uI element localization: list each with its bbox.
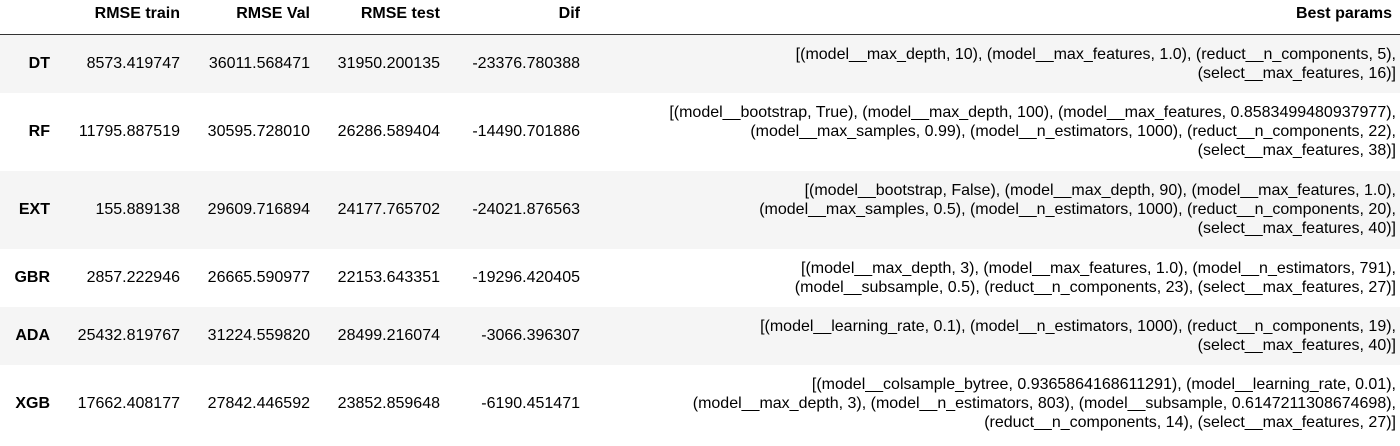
cell-dif: -3066.396307 bbox=[481, 327, 580, 344]
best-params-line: (model__max_samples, 0.99), (model__n_es… bbox=[750, 123, 1396, 140]
cell-rmse-train: 155.889138 bbox=[95, 201, 180, 218]
cell-rmse-train: 8573.419747 bbox=[86, 55, 180, 73]
table-row: GBR 2857.222946 26665.590977 22153.643351 -1… bbox=[0, 248, 1400, 307]
header-row: RMSE train RMSE Val RMSE test Dif Best p… bbox=[0, 0, 1400, 35]
row-model-name: DT bbox=[28, 55, 50, 73]
cell-rmse-test: 31950.200135 bbox=[337, 55, 440, 73]
best-params-line: [(model__max_depth, 3), (model__max_feat… bbox=[801, 259, 1396, 277]
cell-dif: -6190.451471 bbox=[481, 395, 580, 412]
cell-rmse-test: 28499.216074 bbox=[337, 327, 440, 344]
row-model-name: EXT bbox=[18, 201, 50, 218]
cell-best-params: [(model__bootstrap, True), (model__max_d… bbox=[588, 93, 1400, 171]
best-params-line: (model__max_samples, 0.5), (model__n_est… bbox=[759, 201, 1396, 218]
table-row: EXT 155.889138 29609.716894 24177.765702 -24… bbox=[0, 170, 1400, 249]
table-row: XGB 17662.408177 27842.446592 23852.859648 -… bbox=[0, 364, 1400, 443]
cell-best-params: [(model__bootstrap, False), (model__max_… bbox=[588, 171, 1400, 249]
table-row: RF 11795.887519 30595.728010 26286.589404 -1… bbox=[0, 92, 1400, 171]
cell-best-params: [(model__colsample_bytree, 0.93658641686… bbox=[588, 365, 1400, 443]
header-rmse-test: RMSE test bbox=[318, 0, 448, 35]
cell-dif: -23376.780388 bbox=[472, 55, 580, 73]
best-params-line: (select__max_features, 16)] bbox=[1197, 64, 1396, 82]
best-params-line: [(model__bootstrap, False), (model__max_… bbox=[804, 182, 1396, 199]
best-params-line: (select__max_features, 40)] bbox=[1197, 336, 1396, 354]
cell-rmse-test: 23852.859648 bbox=[337, 395, 440, 412]
header-rmse-val: RMSE Val bbox=[188, 0, 318, 35]
best-params-line: (select__max_features, 40)] bbox=[1197, 220, 1396, 237]
cell-rmse-val: 36011.568471 bbox=[208, 55, 310, 73]
header-dif: Dif bbox=[448, 0, 588, 35]
row-model-name: GBR bbox=[14, 269, 50, 286]
best-params-line: (reduct__n_components, 14), (select__max… bbox=[984, 414, 1396, 431]
header-best-params: Best params bbox=[588, 0, 1400, 35]
best-params-line: (model__max_depth, 3), (model__n_estimat… bbox=[692, 395, 1396, 412]
cell-rmse-val: 26665.590977 bbox=[207, 269, 310, 286]
cell-dif: -24021.876563 bbox=[472, 201, 580, 218]
cell-rmse-train: 25432.819767 bbox=[77, 327, 180, 344]
table-body: DT 8573.419747 36011.568471 31950.200135 -23… bbox=[0, 34, 1400, 443]
cell-best-params: [(model__learning_rate, 0.1), (model__n_… bbox=[588, 307, 1400, 365]
table-header: RMSE train RMSE Val RMSE test Dif Best p… bbox=[0, 0, 1400, 35]
cell-rmse-test: 22153.643351 bbox=[337, 269, 440, 286]
cell-rmse-train: 11795.887519 bbox=[78, 123, 180, 140]
best-params-line: (model__subsample, 0.5), (reduct__n_comp… bbox=[794, 278, 1396, 296]
cell-dif: -19296.420405 bbox=[472, 269, 580, 286]
cell-dif: -14490.701886 bbox=[472, 123, 580, 140]
header-rmse-train: RMSE train bbox=[58, 0, 188, 35]
cell-rmse-val: 31224.559820 bbox=[207, 327, 310, 344]
cell-rmse-test: 24177.765702 bbox=[337, 201, 440, 218]
cell-rmse-train: 2857.222946 bbox=[86, 269, 180, 286]
cell-rmse-val: 30595.728010 bbox=[207, 123, 310, 140]
table-row: ADA 25432.819767 31224.559820 28499.216074 -… bbox=[0, 306, 1400, 365]
cell-rmse-val: 27842.446592 bbox=[207, 395, 310, 412]
best-params-line: [(model__colsample_bytree, 0.93658641686… bbox=[811, 376, 1396, 393]
row-model-name: XGB bbox=[15, 395, 50, 412]
row-model-name: RF bbox=[28, 123, 50, 140]
best-params-line: [(model__learning_rate, 0.1), (model__n_… bbox=[760, 317, 1396, 335]
table-row: DT 8573.419747 36011.568471 31950.200135 -23… bbox=[0, 34, 1400, 93]
cell-rmse-test: 26286.589404 bbox=[337, 123, 440, 140]
best-params-line: (select__max_features, 38)] bbox=[1197, 142, 1396, 159]
cell-best-params: [(model__max_depth, 10), (model__max_fea… bbox=[588, 35, 1400, 93]
row-model-name: ADA bbox=[15, 327, 50, 344]
cell-best-params: [(model__max_depth, 3), (model__max_feat… bbox=[588, 249, 1400, 307]
best-params-line: [(model__max_depth, 10), (model__max_fea… bbox=[795, 45, 1396, 63]
header-index bbox=[0, 0, 58, 35]
best-params-line: [(model__bootstrap, True), (model__max_d… bbox=[669, 104, 1396, 121]
cell-rmse-train: 17662.408177 bbox=[77, 395, 180, 412]
cell-rmse-val: 29609.716894 bbox=[207, 201, 310, 218]
